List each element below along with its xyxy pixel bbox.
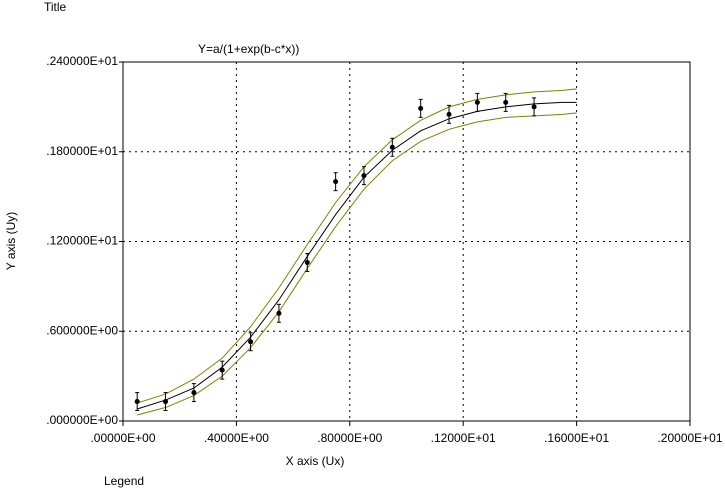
x-tick-label: .40000E+00 <box>204 431 269 445</box>
data-point <box>503 99 509 105</box>
data-point <box>389 144 395 150</box>
data-point <box>418 105 424 111</box>
plot-frame <box>122 61 691 422</box>
data-point <box>474 99 480 105</box>
data-point <box>191 390 197 396</box>
data-point <box>333 179 339 185</box>
data-point <box>304 259 310 265</box>
x-tick-label: .00000E+00 <box>90 431 155 445</box>
data-point <box>163 399 169 405</box>
data-point <box>219 367 225 373</box>
y-tick-label: .120000E+01 <box>46 234 118 248</box>
chart-subtitle: Y=a/(1+exp(b-c*x)) <box>198 42 299 56</box>
x-tick-label: .16000E+01 <box>544 431 609 445</box>
fit-curve <box>137 112 577 416</box>
chart-title: Title <box>44 0 67 14</box>
data-point <box>531 104 537 110</box>
x-tick-label: .80000E+00 <box>317 431 382 445</box>
legend-label: Legend <box>104 474 144 488</box>
x-tick-label: .12000E+01 <box>431 431 496 445</box>
y-tick-label: .240000E+01 <box>46 54 118 68</box>
y-tick-label: .000000E+00 <box>46 413 118 427</box>
x-axis-label: X axis (Ux) <box>286 454 345 468</box>
y-tick-label: .600000E+00 <box>46 323 118 337</box>
data-point <box>276 310 282 316</box>
data-point <box>248 339 254 345</box>
data-point <box>361 173 367 179</box>
data-point <box>134 399 140 405</box>
data-point <box>446 111 452 117</box>
x-tick-label: .20000E+01 <box>657 431 722 445</box>
y-tick-label: .180000E+01 <box>46 144 118 158</box>
y-axis-label: Y axis (Uy) <box>4 212 18 270</box>
